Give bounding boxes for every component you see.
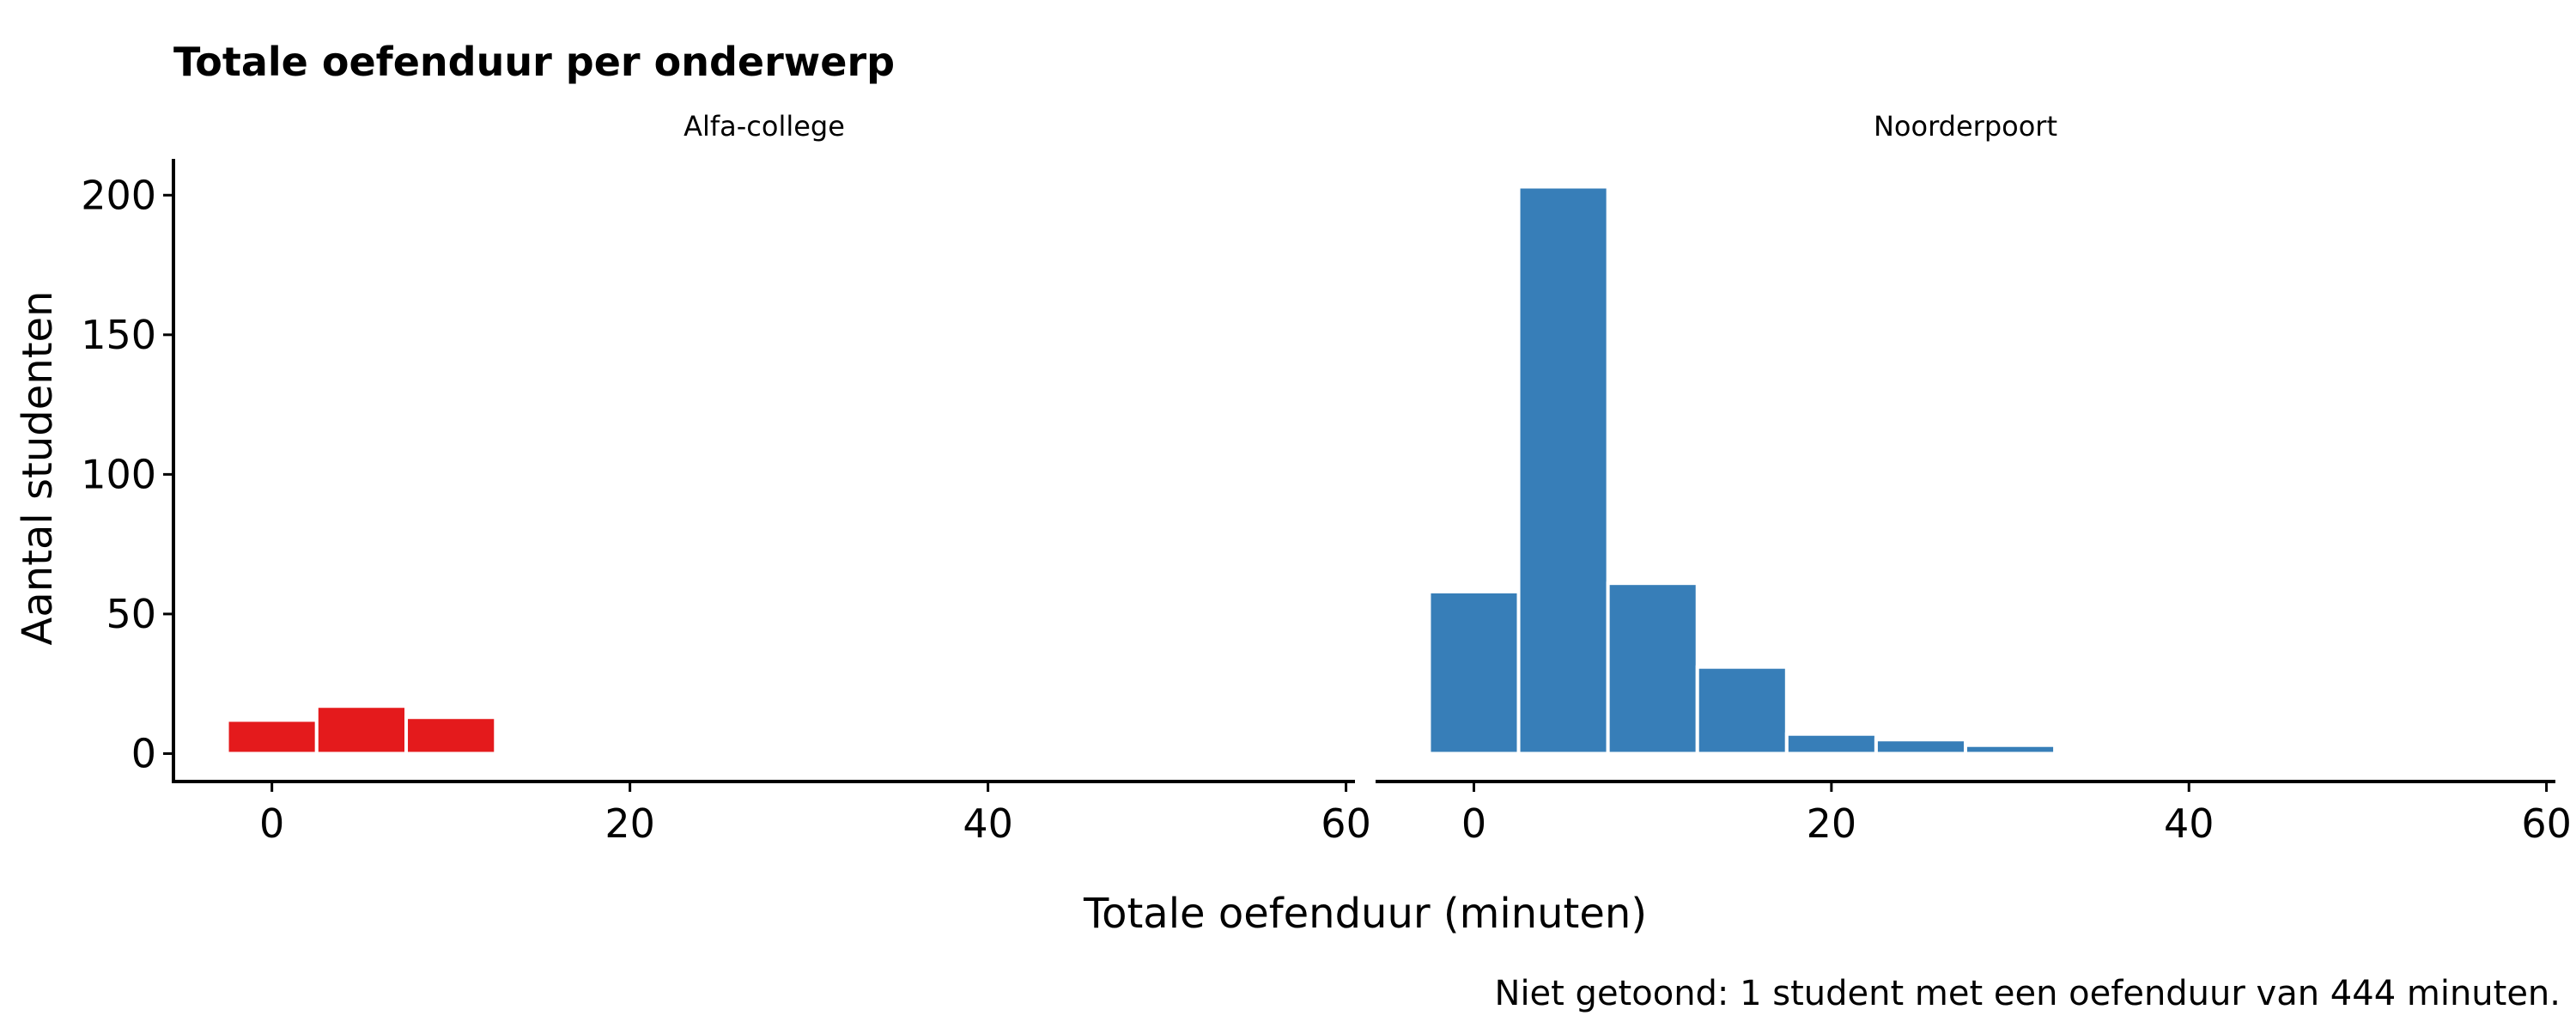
panel-noorderpoort: Noorderpoort 0 20 40 60 [1376,110,2572,847]
panel-strip-label: Alfa-college [683,110,845,143]
histogram-bar [1874,738,1968,756]
histogram-bar [1695,665,1789,756]
histogram-bar [1784,732,1878,756]
histogram-bar [1427,589,1521,756]
x-tick-label: 60 [2521,800,2572,847]
y-tick-label: 100 [81,451,156,497]
histogram-bar [404,715,498,756]
histogram-bar [1516,185,1610,756]
x-tick-label: 40 [2164,800,2215,847]
x-tick-label: 40 [963,800,1013,847]
x-tick-label: 0 [259,800,284,847]
y-axis-title: Aantal studenten [14,291,62,646]
y-tick-label: 200 [81,172,156,218]
chart-title: Totale oefenduur per onderwerp [173,39,895,85]
chart-caption: Niet getoond: 1 student met een oefenduu… [1495,974,2561,1013]
x-tick-label: 0 [1461,800,1486,847]
y-tick-label: 150 [81,312,156,358]
x-axis-title: Totale oefenduur (minuten) [1083,890,1647,938]
histogram-bar [314,704,409,756]
histogram-bar [1606,581,1699,756]
y-tick-label: 0 [131,730,156,776]
histogram-bar [225,718,319,756]
panel-strip-label: Noorderpoort [1874,110,2057,143]
panel-alfa-college: Alfa-college 0 20 40 60 [173,110,1371,847]
x-tick-label: 60 [1321,800,1371,847]
histogram-bar [1964,743,2057,756]
x-tick-label: 20 [1807,800,1857,847]
y-tick-label: 50 [106,591,156,637]
x-tick-label: 20 [605,800,655,847]
